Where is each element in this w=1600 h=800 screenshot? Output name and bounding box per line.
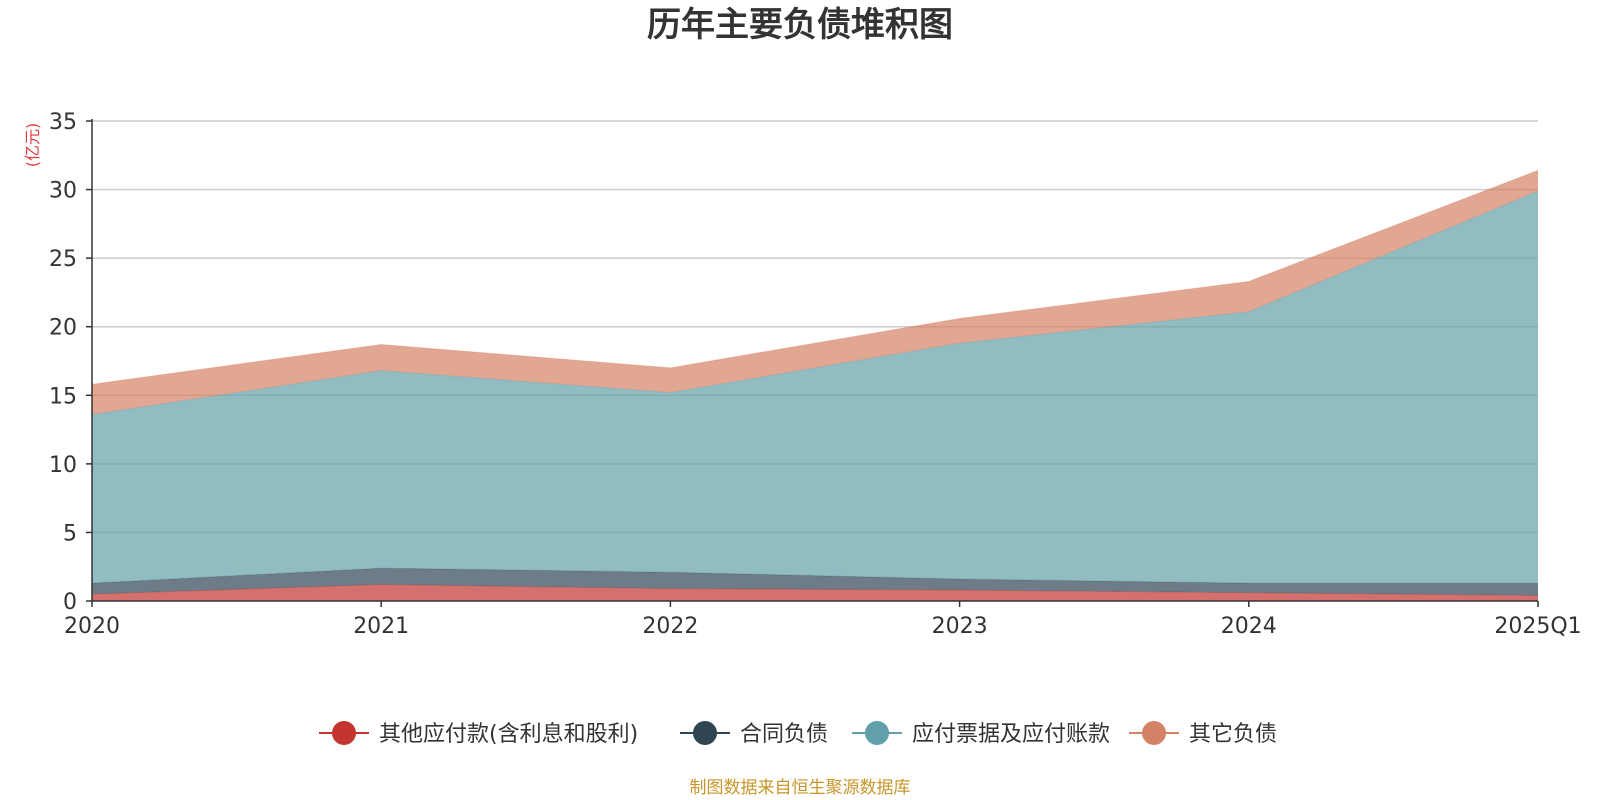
- legend-label: 其他应付款(含利息和股利): [379, 722, 638, 747]
- legend-marker-icon: [865, 721, 889, 745]
- y-tick-label: 5: [63, 521, 77, 546]
- y-tick-label: 10: [49, 453, 77, 478]
- source-note: 制图数据来自恒生聚源数据库: [690, 778, 911, 798]
- area-series-2: [92, 190, 1538, 584]
- x-tick-label: 2025Q1: [1494, 614, 1581, 639]
- y-tick-label: 25: [49, 247, 77, 272]
- area-series-0: [92, 584, 1538, 601]
- x-tick-label: 2022: [642, 614, 698, 639]
- legend-item-0: 其他应付款(含利息和股利): [319, 721, 638, 747]
- legend-marker-icon: [693, 721, 717, 745]
- legend-item-2: 应付票据及应付账款: [852, 721, 1110, 747]
- y-tick-label: 15: [49, 384, 77, 409]
- area-series-group: [91, 169, 1539, 601]
- legend-item-1: 合同负债: [680, 721, 828, 747]
- x-tick-label: 2023: [932, 614, 988, 639]
- axes: 0 5 10 15 20 25 30 35 2020 2021 2022 2023 2024 2025Q1: [49, 110, 1582, 639]
- y-tick-label: 20: [49, 316, 77, 341]
- x-tick-label: 2024: [1221, 614, 1277, 639]
- area-series-3: [92, 170, 1538, 415]
- legend-marker-icon: [1142, 721, 1166, 745]
- series-line-3: [91, 169, 1539, 385]
- y-tick-label: 0: [63, 590, 77, 615]
- y-tick-label: 30: [49, 179, 77, 204]
- legend-item-3: 其它负债: [1129, 721, 1277, 747]
- legend-marker-icon: [332, 721, 356, 745]
- area-series-1: [92, 568, 1538, 596]
- x-tick-label: 2020: [64, 614, 120, 639]
- legend: 其他应付款(含利息和股利) 合同负债 应付票据及应付账款 其它负债: [319, 721, 1277, 747]
- y-axis-unit-label: (亿元): [23, 123, 42, 168]
- chart-title: 历年主要负债堆积图: [647, 5, 953, 45]
- legend-label: 其它负债: [1189, 722, 1277, 747]
- legend-label: 合同负债: [740, 722, 828, 747]
- y-tick-label: 35: [49, 110, 77, 135]
- x-tick-label: 2021: [353, 614, 409, 639]
- legend-label: 应付票据及应付账款: [912, 722, 1110, 747]
